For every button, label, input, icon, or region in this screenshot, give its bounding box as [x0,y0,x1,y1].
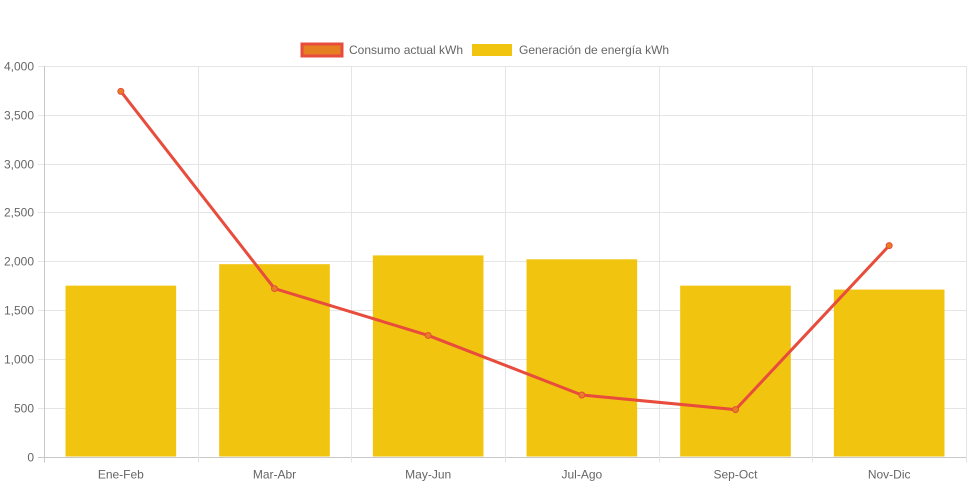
grid [38,66,967,463]
bar [833,289,945,457]
legend-label-generacion: Generación de energía kWh [519,43,669,57]
line-path [119,90,891,412]
x-tick-label: Jul-Ago [561,468,602,482]
line-point [885,242,893,250]
y-tick-label: 4,000 [4,60,34,74]
y-tick-label: 0 [27,451,34,465]
legend-swatch-generacion [472,44,512,56]
x-tick-label: Sep-Oct [713,468,758,482]
y-tick-label: 1,500 [4,304,34,318]
line-series [117,87,893,414]
line-point [424,331,432,339]
legend: Consumo actual kWh Generación de energía… [300,42,669,58]
x-tick-label: Mar-Abr [253,468,296,482]
line-point [271,285,278,293]
x-tick-label: Nov-Dic [868,468,911,482]
y-tick-label: 3,500 [4,109,34,123]
y-tick-label: 2,500 [4,206,34,220]
y-tick-label: 500 [14,402,34,416]
bar [219,264,330,457]
legend-item-generacion[interactable]: Generación de energía kWh [472,43,669,57]
x-tick-label: May-Jun [405,468,451,482]
x-tick-label: Ene-Feb [98,468,144,482]
bar [526,259,638,457]
bar [372,255,484,457]
y-tick-label: 1,000 [4,353,34,367]
x-axis: Ene-Feb Mar-Abr May-Jun Jul-Ago Sep-Oct Nov-D… [98,468,911,482]
legend-swatch-consumo [300,42,344,58]
legend-label-consumo: Consumo actual kWh [349,43,463,57]
legend-item-consumo[interactable]: Consumo actual kWh [300,42,463,58]
bar [65,285,177,457]
line-point [117,87,125,95]
line-point [732,406,739,414]
line-point [578,391,586,399]
y-tick-label: 3,000 [4,158,34,172]
bar [680,285,791,457]
y-axis: 0 500 1,000 1,500 2,000 2,500 3,000 3,500 4,000 [4,60,34,465]
y-tick-label: 2,000 [4,255,34,269]
